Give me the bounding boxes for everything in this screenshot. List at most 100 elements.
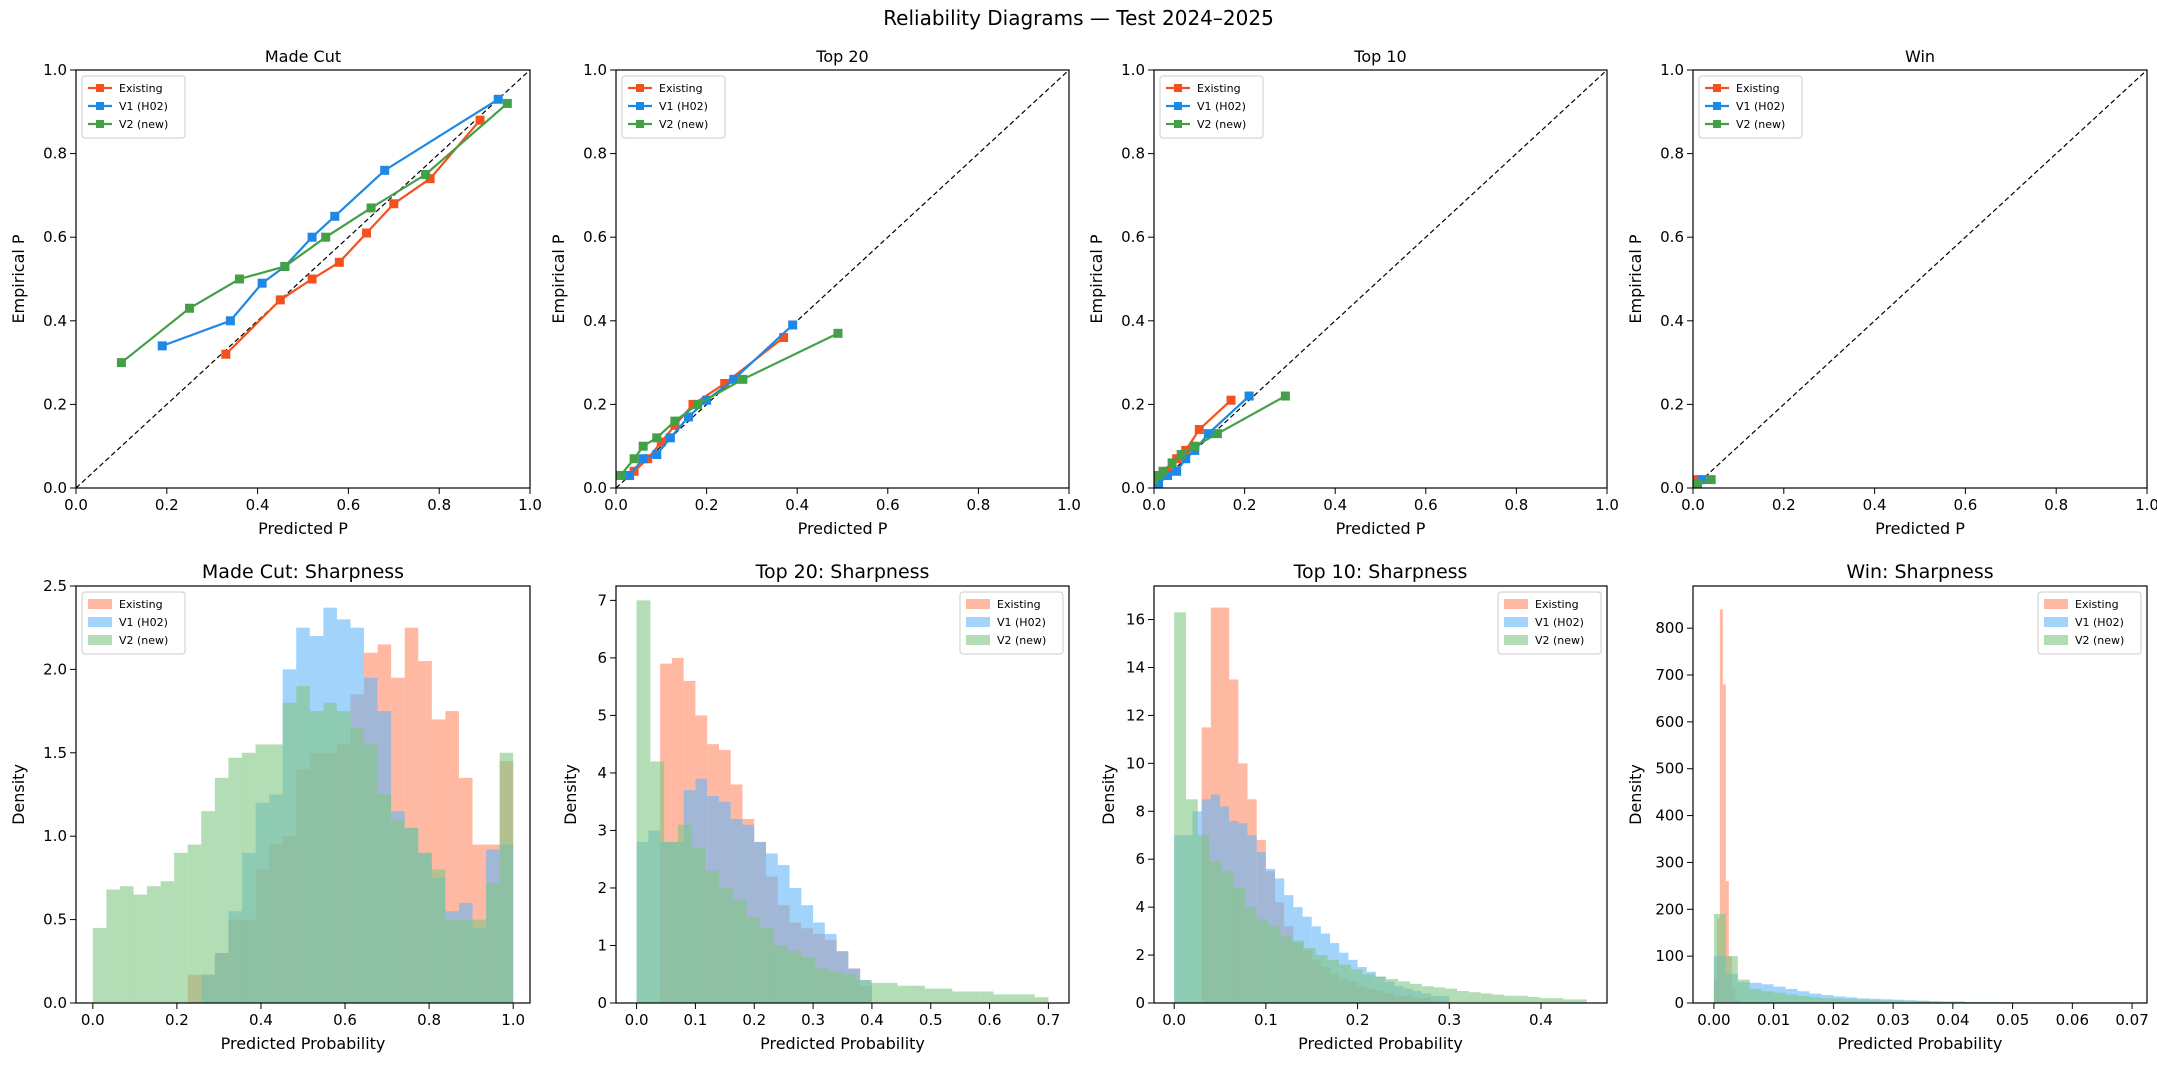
y-tick-label: 6 — [1135, 850, 1145, 868]
y-axis-label: Density — [1626, 764, 1645, 825]
data-point — [779, 333, 789, 343]
histogram-bar — [660, 663, 672, 1003]
legend-frame — [1698, 75, 1803, 139]
histogram-bar — [1719, 609, 1723, 1003]
plot-area — [1174, 607, 1587, 1003]
legend-label: V2 (new) — [659, 118, 708, 131]
histogram-bar — [883, 982, 898, 1003]
data-point — [1280, 391, 1290, 401]
data-point — [366, 203, 376, 213]
y-tick-label: 100 — [1655, 947, 1684, 965]
histogram-bar — [201, 811, 215, 1003]
data-point — [729, 374, 739, 384]
legend-label: V2 (new) — [2075, 634, 2124, 647]
subplot-2: Top 20 0.0 0.2 0.4 0.6 0.8 1.0 0.0 0.2 0.4 0.6 0.8 1… — [549, 47, 1081, 538]
histogram-bar — [815, 968, 829, 1003]
histogram-bar — [869, 982, 884, 1003]
histogram-bar — [1881, 1000, 1894, 1003]
histogram-bar — [636, 600, 651, 1003]
histogram-bar — [1713, 913, 1726, 1003]
histogram-bar — [418, 852, 432, 1003]
legend-patch — [1504, 635, 1528, 645]
x-tick-label: 0.05 — [1996, 1011, 2029, 1029]
y-tick-label: 0.4 — [1660, 312, 1684, 330]
axes-frame — [1153, 585, 1608, 1004]
histogram-bar — [732, 899, 747, 1003]
histogram-bar — [1917, 1001, 1929, 1003]
y-tick-label: 1.0 — [583, 61, 607, 79]
data-point — [307, 274, 317, 284]
subplot-5: Made Cut: Sharpness 0.0 0.2 0.4 0.6 0.8 1.0 0.0… — [9, 561, 531, 1053]
legend: Existing V1 (H02) V2 (new) — [959, 591, 1064, 655]
legend-label: Existing — [119, 598, 163, 611]
legend-label: V1 (H02) — [1535, 616, 1584, 629]
legend: Existing V1 (H02) V2 (new) — [1497, 591, 1602, 655]
legend-label: V1 (H02) — [119, 100, 168, 113]
axes-frame — [615, 69, 1070, 489]
y-tick-label: 0.0 — [1660, 479, 1684, 497]
legend-label: Existing — [1736, 82, 1780, 95]
legend: Existing V1 (H02) V2 (new) — [1159, 75, 1264, 139]
subplot-6: Top 20: Sharpness 0.0 0.1 0.2 0.3 0.4 0.5 0.6 0.… — [561, 561, 1070, 1053]
legend-label: Existing — [2075, 598, 2119, 611]
subplot-title: Win — [1905, 47, 1935, 66]
x-tick-label: 0.4 — [1529, 1011, 1553, 1029]
histogram-bar — [1773, 992, 1786, 1003]
subplot-title: Top 20: Sharpness — [755, 561, 930, 583]
histogram-bar — [1492, 994, 1505, 1003]
histogram-bar — [897, 985, 912, 1003]
x-axis-label: Predicted Probability — [760, 1034, 925, 1053]
data-point — [665, 433, 675, 443]
histogram-bar — [458, 919, 473, 1003]
histogram-bar — [404, 827, 419, 1003]
data-point — [688, 399, 698, 409]
histogram-bar — [1821, 998, 1834, 1003]
legend-frame — [1159, 75, 1264, 139]
histogram-bar — [1563, 999, 1576, 1003]
y-tick-label: 0.8 — [1660, 145, 1684, 163]
x-axis-label: Predicted P — [258, 519, 348, 538]
y-tick-label: 400 — [1655, 807, 1684, 825]
y-tick-label: 0.4 — [583, 312, 607, 330]
legend-label: Existing — [119, 82, 163, 95]
histogram-bar — [1737, 979, 1750, 1003]
y-tick-label: 0.5 — [43, 911, 67, 929]
histogram-bar — [924, 988, 939, 1003]
y-axis-label: Density — [561, 764, 580, 825]
legend-label: V1 (H02) — [997, 616, 1046, 629]
data-point — [1693, 479, 1703, 488]
histogram-bar — [1952, 1001, 1965, 1003]
histogram-bar — [1339, 964, 1352, 1003]
x-tick-label: 0.0 — [64, 496, 88, 514]
y-tick-label: 1.5 — [43, 744, 67, 762]
axes-frame — [75, 585, 531, 1004]
data-point — [1697, 475, 1707, 485]
legend-label: Existing — [997, 598, 1041, 611]
y-tick-label: 0.0 — [43, 479, 67, 497]
y-tick-label: 12 — [1126, 706, 1145, 724]
y-tick-label: 0.4 — [43, 312, 67, 330]
y-tick-label: 0.0 — [43, 994, 67, 1012]
x-tick-label: 0.07 — [2115, 1011, 2148, 1029]
histogram-bar — [789, 887, 802, 1003]
histogram-bar — [777, 864, 790, 1003]
axes-frame — [1153, 69, 1608, 489]
histogram-bar — [1445, 988, 1458, 1003]
y-axis-label: Empirical P — [549, 234, 568, 323]
histogram-bar — [705, 870, 719, 1003]
histogram-bar — [228, 757, 242, 1003]
y-tick-label: 10 — [1126, 754, 1145, 772]
y-tick-label: 0.2 — [43, 395, 67, 413]
histogram-bar — [1362, 974, 1375, 1003]
legend-marker — [1174, 102, 1182, 110]
data-point — [425, 174, 435, 184]
y-tick-label: 0.8 — [583, 145, 607, 163]
data-point — [1181, 454, 1191, 464]
histogram-bar — [979, 991, 994, 1003]
axes-frame — [75, 69, 531, 489]
y-tick-label: 0.6 — [43, 228, 67, 246]
x-tick-label: 0.03 — [1876, 1011, 1909, 1029]
histogram-bar — [677, 824, 692, 1003]
histogram-bar — [952, 991, 967, 1003]
legend-frame — [81, 75, 186, 139]
